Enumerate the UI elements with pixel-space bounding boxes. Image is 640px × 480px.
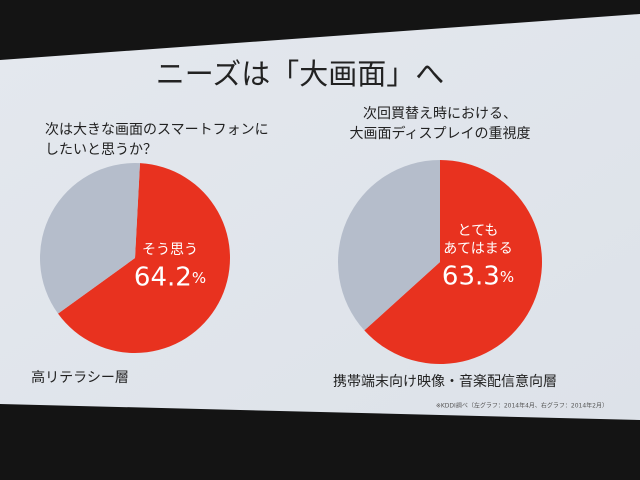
pie-slice: [39, 162, 140, 314]
slice-label: とてもあてはまる: [443, 223, 512, 257]
pie-slice: [337, 160, 440, 331]
chart-subtitle: 次回買替え時における、: [363, 106, 517, 122]
chart-subtitle: 次は大きな画面のスマートフォンに: [45, 122, 269, 138]
pie-slice: [58, 163, 230, 353]
footnote: ※KDDI調べ（左グラフ：2014年4月、右グラフ：2014年2月）: [436, 402, 608, 410]
slide-title: ニーズは「大画面」へ: [156, 57, 445, 91]
chart-subtitle: 大画面ディスプレイの重視度: [349, 125, 530, 142]
pie-slice: [364, 160, 542, 364]
chart-subtitle: したいと思うか？: [45, 142, 157, 158]
slice-label: そう思う: [142, 242, 198, 258]
chart-caption: 携帯端末向け映像・音楽配信意向層: [333, 373, 557, 390]
chart-caption: 高リテラシー層: [31, 369, 129, 386]
